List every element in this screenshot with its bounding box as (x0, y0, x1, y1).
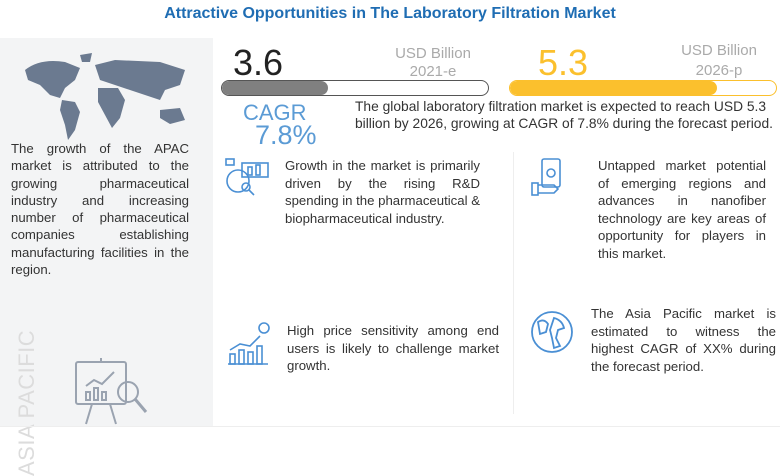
card-text-challenge: High price sensitivity among end users i… (287, 323, 499, 373)
analytics-icon (225, 158, 269, 196)
cagr-label: CAGR (243, 100, 307, 125)
end-unit: USD Billion (681, 42, 757, 59)
cagr-value: 7.8% (255, 120, 317, 150)
globe-icon (531, 311, 573, 353)
region-panel: The growth of the APAC market is attribu… (0, 38, 213, 476)
column-divider (513, 152, 514, 414)
growth-chart-icon (228, 322, 270, 365)
card-text-growth-driver: Growth in the market is primarily driven… (285, 158, 481, 226)
bottom-divider (0, 426, 780, 427)
world-map-icon (25, 53, 185, 140)
start-unit: USD Billion (395, 45, 471, 62)
start-year: 2021-e (409, 63, 457, 80)
region-description: The growth of the APAC market is attribu… (11, 141, 189, 278)
market-summary: The global laboratory filtration market … (355, 99, 773, 131)
money-hand-icon (531, 158, 561, 196)
card-text-opportunity: Untapped market potential of emerging re… (598, 158, 766, 261)
end-year: 2026-p (695, 62, 743, 79)
region-vertical-label: ASIA PACIFIC (14, 329, 39, 476)
end-value: 5.3 (538, 42, 589, 83)
end-value-bar (509, 80, 777, 96)
page-title: Attractive Opportunities in The Laborato… (164, 5, 616, 22)
start-value: 3.6 (233, 42, 284, 83)
card-text-asia-pacific: The Asia Pacific market is estimated to … (591, 306, 776, 374)
presentation-analysis-icon (75, 358, 148, 425)
start-value-bar (221, 80, 489, 96)
